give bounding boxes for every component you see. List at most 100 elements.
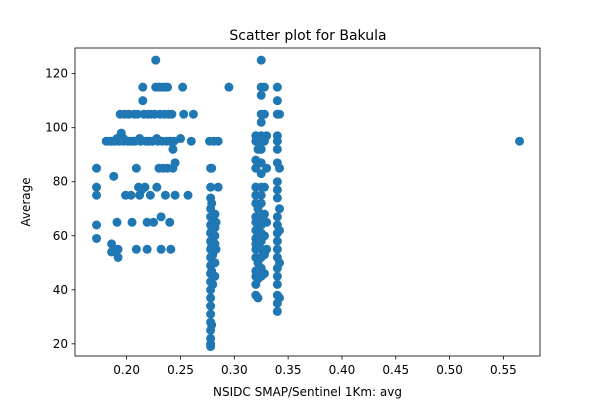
data-point bbox=[262, 131, 272, 141]
data-point bbox=[275, 293, 285, 303]
data-point bbox=[213, 182, 223, 192]
data-point bbox=[207, 163, 217, 173]
data-point bbox=[131, 163, 141, 173]
data-point bbox=[275, 109, 285, 119]
x-tick-label: 0.45 bbox=[382, 363, 409, 377]
data-point bbox=[160, 190, 170, 200]
data-point bbox=[92, 163, 102, 173]
y-tick-label: 20 bbox=[53, 337, 68, 351]
data-point bbox=[156, 244, 166, 254]
data-point bbox=[168, 144, 178, 154]
x-tick-label: 0.20 bbox=[113, 363, 140, 377]
data-point bbox=[262, 163, 272, 173]
data-point bbox=[188, 109, 198, 119]
data-point bbox=[272, 144, 282, 154]
x-axis-label: NSIDC SMAP/Sentinel 1Km: avg bbox=[213, 385, 402, 399]
data-point bbox=[256, 55, 266, 65]
data-point bbox=[149, 217, 159, 227]
data-point bbox=[272, 96, 282, 106]
x-tick-label: 0.55 bbox=[490, 363, 517, 377]
data-points bbox=[92, 55, 525, 352]
data-point bbox=[272, 306, 282, 316]
data-point bbox=[256, 190, 266, 200]
data-point bbox=[92, 190, 102, 200]
y-tick-label: 40 bbox=[53, 283, 68, 297]
data-point bbox=[140, 182, 150, 192]
data-point bbox=[259, 209, 269, 219]
data-point bbox=[138, 96, 148, 106]
data-point bbox=[207, 320, 217, 330]
data-point bbox=[256, 90, 266, 100]
y-tick-label: 100 bbox=[45, 121, 68, 135]
data-point bbox=[167, 109, 177, 119]
data-point bbox=[272, 193, 282, 203]
data-point bbox=[207, 198, 217, 208]
data-point bbox=[113, 244, 123, 254]
data-point bbox=[210, 271, 220, 281]
data-point bbox=[151, 55, 161, 65]
data-point bbox=[156, 212, 166, 222]
chart-title: Scatter plot for Bakula bbox=[229, 28, 386, 44]
data-point bbox=[272, 244, 282, 254]
data-point bbox=[259, 109, 269, 119]
data-point bbox=[515, 136, 525, 146]
data-point bbox=[208, 279, 218, 289]
data-point bbox=[186, 136, 196, 146]
data-point bbox=[142, 244, 152, 254]
x-tick-label: 0.35 bbox=[275, 363, 302, 377]
data-point bbox=[206, 309, 216, 319]
data-point bbox=[275, 258, 285, 268]
data-point bbox=[275, 163, 285, 173]
data-point bbox=[275, 204, 285, 214]
y-tick-label: 120 bbox=[45, 67, 68, 81]
x-axis-ticks: 0.20 0.25 0.30 0.35 0.40 0.45 0.50 0.55 bbox=[113, 356, 517, 377]
data-point bbox=[132, 109, 142, 119]
y-axis-ticks: 20 40 60 80 100 120 bbox=[45, 67, 75, 351]
data-point bbox=[259, 182, 269, 192]
data-point bbox=[256, 117, 266, 127]
data-point bbox=[126, 190, 136, 200]
data-point bbox=[112, 217, 122, 227]
data-point bbox=[211, 244, 221, 254]
data-point bbox=[183, 190, 193, 200]
data-point bbox=[206, 342, 216, 352]
data-point bbox=[206, 301, 216, 311]
data-point bbox=[210, 258, 220, 268]
data-point bbox=[142, 217, 152, 227]
data-point bbox=[107, 239, 117, 249]
data-point bbox=[211, 217, 221, 227]
x-tick-label: 0.40 bbox=[329, 363, 356, 377]
data-point bbox=[178, 82, 188, 92]
data-point bbox=[131, 244, 141, 254]
data-point bbox=[262, 217, 272, 227]
y-tick-label: 80 bbox=[53, 175, 68, 189]
data-point bbox=[127, 217, 137, 227]
data-point bbox=[272, 177, 282, 187]
data-point bbox=[275, 225, 285, 235]
x-tick-label: 0.30 bbox=[221, 363, 248, 377]
data-point bbox=[206, 293, 216, 303]
data-point bbox=[272, 271, 282, 281]
y-tick-label: 60 bbox=[53, 229, 68, 243]
data-point bbox=[179, 109, 189, 119]
data-point bbox=[163, 82, 173, 92]
data-point bbox=[210, 209, 220, 219]
data-point bbox=[253, 293, 263, 303]
data-point bbox=[145, 190, 155, 200]
data-point bbox=[259, 269, 269, 279]
data-point bbox=[138, 82, 148, 92]
data-point bbox=[210, 231, 220, 241]
plot-area-frame bbox=[74, 47, 541, 357]
data-point bbox=[272, 212, 282, 222]
data-point bbox=[152, 182, 162, 192]
data-point bbox=[113, 252, 123, 262]
x-tick-label: 0.25 bbox=[167, 363, 194, 377]
y-axis-label: Average bbox=[19, 177, 33, 226]
data-point bbox=[175, 134, 185, 144]
data-point bbox=[92, 182, 102, 192]
data-point bbox=[92, 220, 102, 230]
data-point bbox=[272, 82, 282, 92]
data-point bbox=[213, 136, 223, 146]
